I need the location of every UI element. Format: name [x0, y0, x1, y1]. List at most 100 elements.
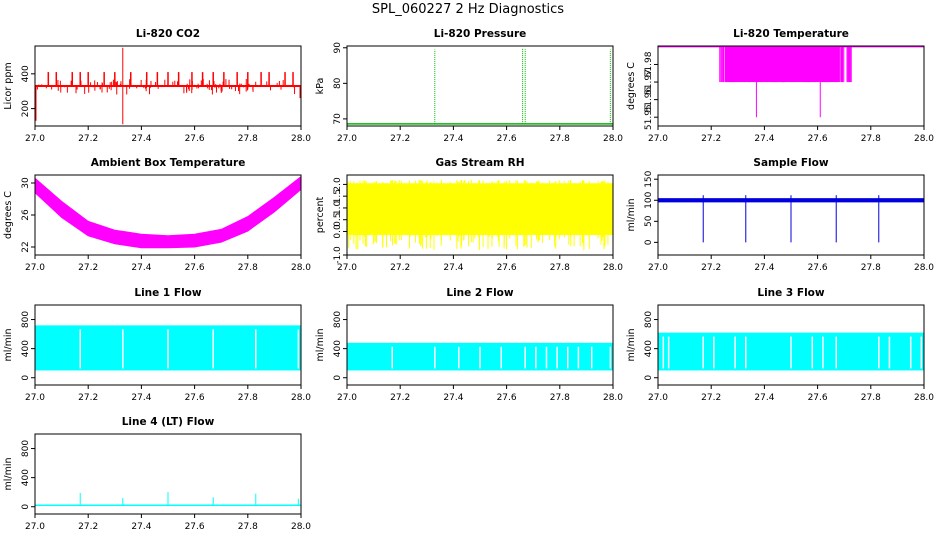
x-tick-label: 27.6 [185, 134, 205, 144]
y-tick-label: 200 [21, 100, 31, 117]
x-tick-label: 27.8 [861, 134, 881, 144]
x-tick-label: 27.6 [808, 393, 828, 403]
y-tick-label: 400 [21, 65, 31, 82]
x-tick-label: 27.8 [238, 393, 258, 403]
x-tick-label: 28.0 [291, 522, 311, 532]
chart-title: Line 1 Flow [134, 287, 201, 299]
chart-title: Line 2 Flow [446, 287, 513, 299]
chart-line3: Line 3 Flow ml/min 27.0 27.2 27.4 27.6 27.8 28.… [626, 287, 934, 403]
x-tick-label: 27.8 [550, 393, 570, 403]
x-tick-label: 27.4 [754, 393, 774, 403]
chart-line2: Line 2 Flow ml/min 27.0 27.2 27.4 27.6 27.8 28.… [315, 287, 623, 403]
x-tick-label: 27.2 [390, 393, 410, 403]
x-tick-label: 27.8 [861, 263, 881, 273]
x-tick-label: 27.6 [808, 134, 828, 144]
y-tick-label: 0 [21, 504, 31, 510]
x-tick-label: 27.2 [390, 263, 410, 273]
y-axis-label: degrees C [626, 62, 637, 110]
y-axis-label: kPa [315, 78, 326, 95]
y-tick-label: 51.98 [644, 51, 654, 77]
y-axis-label: ml/min [626, 328, 637, 361]
x-tick-label: 28.0 [603, 263, 623, 273]
y-tick-label: 800 [333, 311, 343, 328]
x-tick-label: 28.0 [291, 263, 311, 273]
y-tick-label: 90 [333, 42, 343, 54]
y-tick-label: 0.5 [333, 213, 343, 227]
x-tick-label: 28.0 [914, 263, 934, 273]
x-tick-label: 27.6 [497, 263, 517, 273]
y-tick-label: 0 [21, 375, 31, 381]
y-tick-label: 50 [644, 215, 654, 227]
x-tick-label: 27.6 [497, 134, 517, 144]
chart-rh: Gas Stream RH percent 27.0 27.2 27.4 27.6 27.8… [315, 157, 623, 273]
band-fill [727, 46, 839, 83]
y-tick-label: 0 [644, 239, 654, 245]
x-tick-label: 27.0 [25, 522, 45, 532]
plot-frame [34, 45, 302, 127]
x-tick-label: 28.0 [291, 134, 311, 144]
chart-pressure: Li-820 Pressure kPa 27.0 27.2 27.4 27.6 27.8 28… [315, 28, 623, 144]
data-series [34, 175, 302, 249]
y-tick-label: 400 [21, 340, 31, 357]
plot-frame [346, 174, 614, 256]
x-tick-label: 27.0 [25, 134, 45, 144]
x-tick-label: 27.4 [131, 522, 151, 532]
rh-band [347, 183, 613, 235]
chart-title: Gas Stream RH [435, 157, 524, 169]
x-tick-label: 28.0 [914, 393, 934, 403]
x-tick-label: 27.0 [648, 263, 668, 273]
x-tick-label: 27.4 [131, 134, 151, 144]
x-tick-label: 27.2 [701, 134, 721, 144]
x-tick-label: 27.0 [25, 263, 45, 273]
x-tick-label: 28.0 [914, 134, 934, 144]
data-series [35, 47, 301, 125]
y-tick-label: 400 [21, 469, 31, 486]
y-tick-label: 51.95 [644, 104, 654, 130]
x-tick-label: 28.0 [291, 393, 311, 403]
y-tick-label: 26 [21, 209, 31, 221]
plot-frame [657, 174, 925, 256]
x-tick-label: 27.4 [443, 263, 463, 273]
chart-line1: Line 1 Flow ml/min 27.0 27.2 27.4 27.6 27.8 28.… [3, 287, 311, 403]
x-tick-label: 27.4 [754, 263, 774, 273]
y-axis-label: degrees C [3, 191, 14, 239]
temperature-band [34, 175, 302, 249]
y-tick-label: 800 [644, 311, 654, 328]
data-series [35, 492, 301, 507]
chart-title: Line 3 Flow [757, 287, 824, 299]
data-series [658, 195, 925, 243]
plot-frame [34, 304, 302, 386]
y-tick-label: 51.96 [644, 86, 654, 112]
x-tick-label: 27.2 [701, 263, 721, 273]
x-tick-label: 27.4 [443, 393, 463, 403]
x-tick-label: 27.6 [185, 522, 205, 532]
x-tick-label: 27.0 [648, 134, 668, 144]
chart-box_temp: Ambient Box Temperature degrees C 27.0 27.2… [3, 157, 311, 273]
y-axis-label: ml/min [315, 328, 326, 361]
y-tick-label: 51.97 [644, 69, 654, 95]
y-tick-label: 800 [21, 440, 31, 457]
y-tick-label: 30 [21, 177, 31, 189]
plot-frame [657, 304, 925, 386]
x-tick-label: 28.0 [603, 393, 623, 403]
chart-sample_flow: Sample Flow ml/min 27.0 27.2 27.4 27.6 27.8 28.… [626, 157, 934, 273]
x-tick-label: 27.6 [497, 393, 517, 403]
data-series [658, 332, 924, 371]
y-axis-label: percent [315, 197, 326, 234]
x-tick-label: 27.8 [238, 263, 258, 273]
x-tick-label: 27.2 [390, 134, 410, 144]
y-tick-label: 400 [644, 340, 654, 357]
chart-line4: Line 4 (LT) Flow ml/min 27.0 27.2 27.4 27.6 27… [3, 416, 311, 532]
y-tick-label: 0.0 [333, 224, 343, 239]
x-tick-label: 27.2 [78, 522, 98, 532]
y-tick-label: 1.5 [333, 189, 343, 203]
x-tick-label: 27.6 [185, 263, 205, 273]
chart-title: Li-820 Pressure [434, 28, 527, 40]
chart-title: Li-820 CO2 [136, 28, 200, 40]
x-tick-label: 27.6 [185, 393, 205, 403]
x-tick-label: 27.4 [131, 393, 151, 403]
x-tick-label: 27.0 [337, 393, 357, 403]
x-tick-label: 27.8 [861, 393, 881, 403]
y-axis-label: ml/min [3, 457, 14, 490]
figure-title: SPL_060227 2 Hz Diagnostics [371, 2, 565, 17]
